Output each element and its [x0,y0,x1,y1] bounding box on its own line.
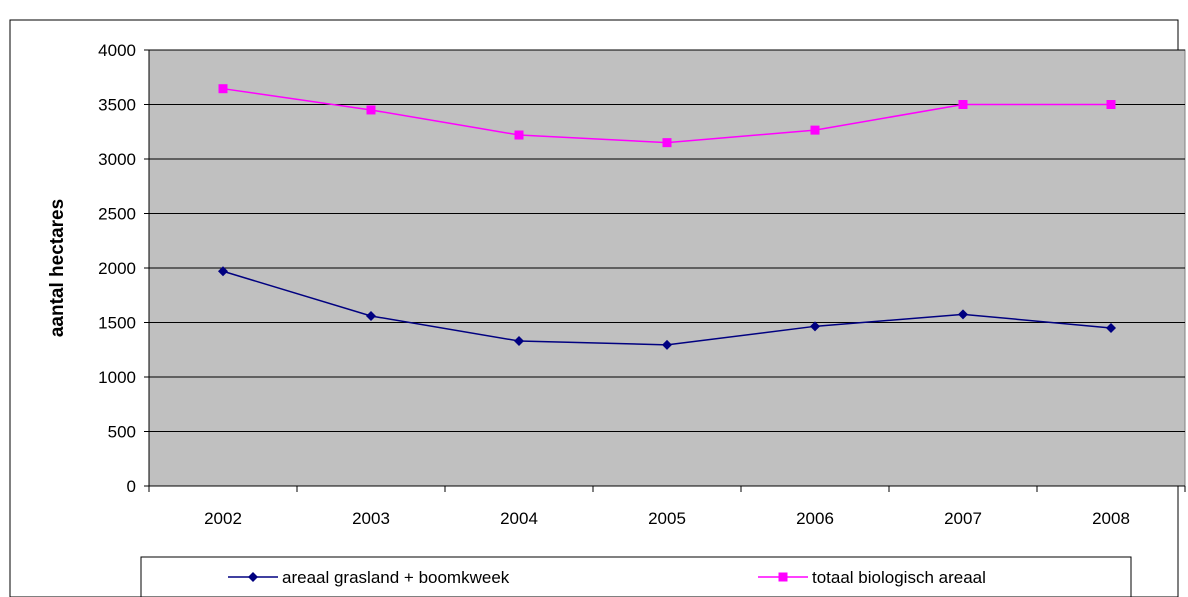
data-point [958,309,968,320]
y-tick-label: 4000 [98,41,136,60]
legend-item: areaal grasland + boomkweek [228,568,510,587]
data-point [366,105,376,115]
y-tick-label: 3500 [98,96,136,115]
y-tick-label: 0 [127,477,136,496]
legend-item: totaal biologisch areaal [758,568,986,587]
data-point [514,130,524,140]
data-point [958,100,968,109]
legend-marker [248,572,258,582]
data-point [366,310,376,321]
x-tick-label: 2004 [500,509,538,528]
x-tick-labels: 2002 2003 2004 2005 2006 2007 2008 [148,486,1186,528]
x-tick-label: 2003 [352,509,390,528]
data-point [810,125,820,135]
data-point [1106,322,1116,333]
legend: areaal grasland + boomkweek totaal biolog… [228,568,986,587]
gridlines [149,49,1185,432]
data-point [662,138,672,148]
data-point [810,321,820,332]
data-point [514,336,524,347]
y-tick-label: 2500 [98,205,136,224]
legend-box [140,556,1132,597]
y-tick-label: 1000 [98,368,136,387]
y-tick-label: 2000 [98,259,136,278]
x-tick-label: 2008 [1092,509,1130,528]
x-tick-label: 2005 [648,509,686,528]
series-0 [218,266,1116,350]
y-axis-label: aantal hectares [47,199,68,337]
y-tick-label: 3000 [98,150,136,169]
legend-label: totaal biologisch areaal [812,568,986,587]
data-point [218,266,228,277]
data-point [218,84,228,94]
y-tick-labels: 0 500 1000 1500 2000 2500 3000 3500 4000 [98,41,149,496]
data-point [1106,100,1116,109]
legend-marker [778,572,788,582]
series-1 [218,84,1116,148]
series-layer [218,84,1116,350]
data-point [662,339,672,350]
x-tick-label: 2006 [796,509,834,528]
x-tick-label: 2007 [944,509,982,528]
x-tick-label: 2002 [204,509,242,528]
legend-label: areaal grasland + boomkweek [282,568,510,587]
y-tick-label: 500 [108,423,136,442]
y-tick-label: 1500 [98,314,136,333]
